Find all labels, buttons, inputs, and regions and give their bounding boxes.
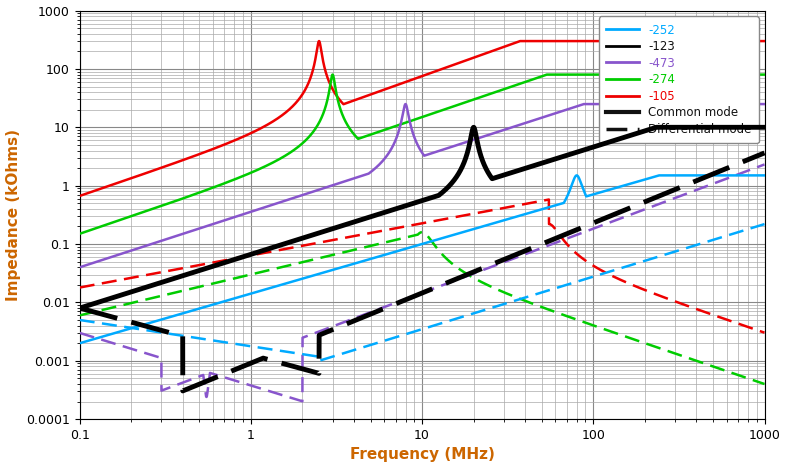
X-axis label: Frequency (MHz): Frequency (MHz) bbox=[350, 447, 494, 462]
Y-axis label: Impedance (kOhms): Impedance (kOhms) bbox=[6, 129, 20, 301]
Legend: -252, -123, -473, -274, -105, Common mode, Differential mode: -252, -123, -473, -274, -105, Common mod… bbox=[599, 16, 758, 143]
